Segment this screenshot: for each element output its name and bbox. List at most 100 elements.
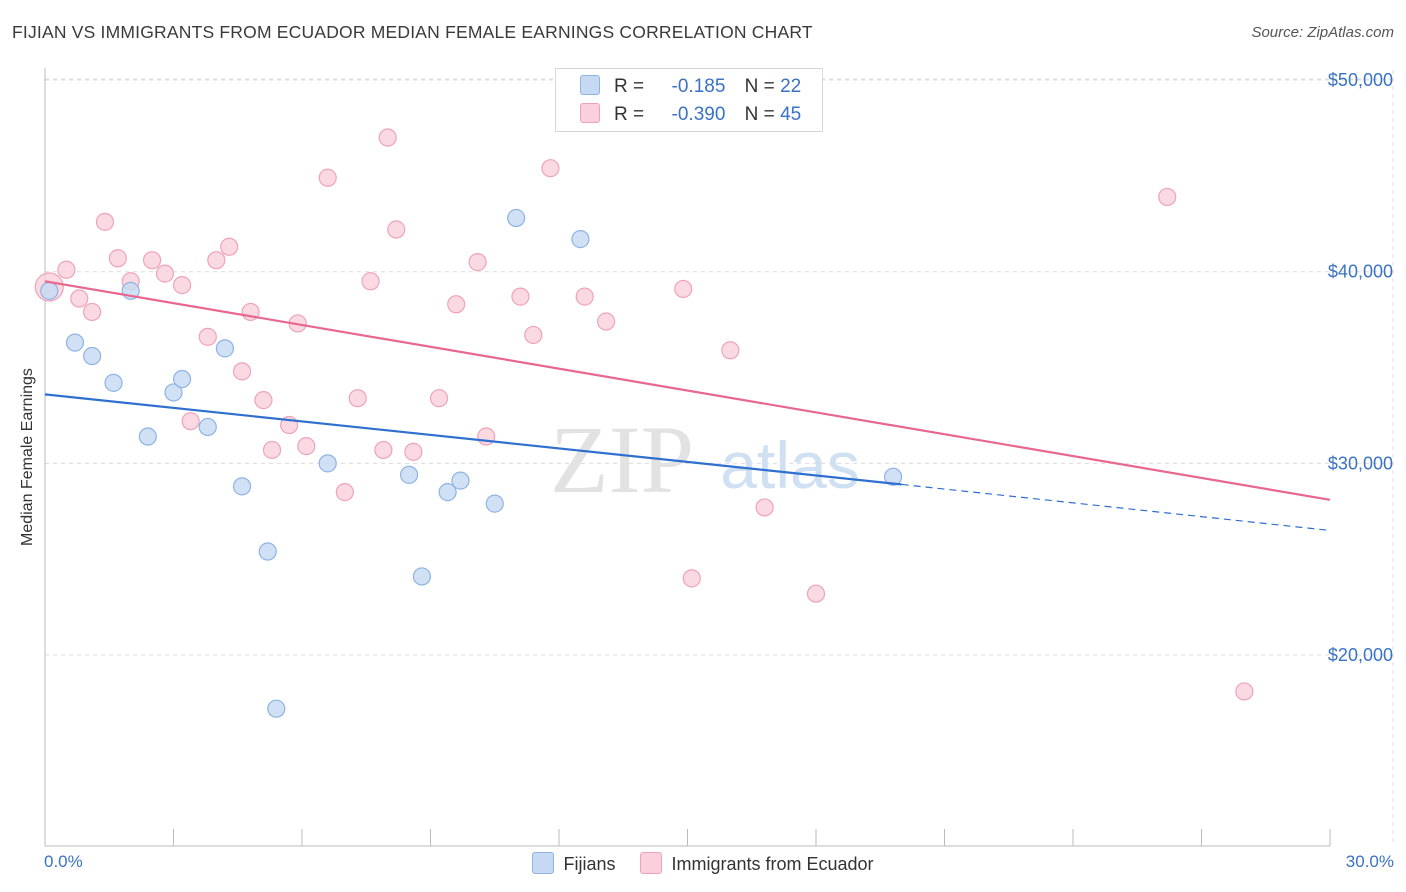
watermark-atlas: atlas — [720, 428, 859, 502]
fijian-point — [485, 494, 504, 513]
ecuador-r-label: R = — [614, 104, 645, 125]
fijians-trend-line — [44, 393, 902, 486]
grid-layer — [45, 70, 1394, 845]
ecuador-point — [404, 442, 423, 461]
fijians-n-label: N = — [744, 76, 775, 97]
ecuador-point — [254, 391, 273, 410]
fijian-point — [164, 383, 183, 402]
ecuador-point — [83, 302, 102, 322]
ecuador-point — [575, 287, 594, 306]
ecuador-point — [142, 251, 162, 270]
ecuador-point — [524, 325, 543, 345]
fijian-point — [138, 427, 157, 446]
ecuador-n-value: 45 — [780, 104, 802, 125]
x-tick-max: 30.0% — [1345, 852, 1394, 871]
legend-fijians-swatch — [532, 852, 555, 874]
fijian-point — [883, 467, 903, 486]
ecuador-point — [335, 483, 354, 502]
ecuador-trend-line — [44, 280, 1331, 501]
legend-ecuador-swatch — [640, 852, 663, 874]
ecuador-point — [447, 295, 466, 314]
fijians-n-value: 22 — [780, 76, 802, 97]
legend-row-ecuador: R = -0.390 N = 45 — [580, 103, 801, 126]
ecuador-point — [262, 440, 282, 460]
x-tick-min: 0.0% — [44, 852, 83, 871]
ecuador-point — [378, 128, 397, 147]
fijians-trend-extension — [901, 483, 1331, 532]
fijian-point — [198, 417, 217, 437]
ecuador-point — [682, 569, 701, 588]
ecuador-point — [806, 584, 826, 603]
y-tick-labels: $20,000 $30,000 $40,000 $50,000 — [1328, 70, 1393, 665]
ecuador-point — [468, 253, 487, 272]
fijian-points — [40, 208, 903, 718]
ecuador-point — [361, 272, 380, 291]
correlation-legend: R = -0.185 N = 22 R = -0.390 N = 45 — [555, 68, 823, 132]
series-legend: Fijians Immigrants from Ecuador — [0, 852, 1406, 875]
ecuador-point — [95, 212, 115, 231]
fijian-point — [258, 542, 277, 561]
watermark: ZIP atlas — [550, 406, 860, 513]
fijian-point — [318, 454, 337, 473]
ecuador-point — [597, 312, 616, 331]
fijian-point — [451, 471, 470, 490]
ecuador-point — [429, 389, 449, 408]
ecuador-point — [374, 440, 393, 460]
ecuador-point — [207, 251, 226, 270]
ecuador-point — [232, 362, 252, 381]
fijian-point — [571, 230, 590, 249]
fijian-point — [83, 346, 102, 366]
chart-title: FIJIAN VS IMMIGRANTS FROM ECUADOR MEDIAN… — [12, 22, 813, 42]
y-tick-label: $50,000 — [1328, 70, 1393, 90]
ecuador-point — [220, 237, 239, 256]
source-credit: Source: ZipAtlas.com — [1251, 24, 1394, 41]
fijian-point — [232, 477, 252, 496]
legend-ecuador-label: Immigrants from Ecuador — [671, 854, 874, 874]
fijian-point — [438, 483, 457, 502]
ecuador-point — [348, 389, 367, 408]
fijians-r-value: -0.185 — [671, 76, 726, 97]
ecuador-point — [387, 220, 406, 239]
fijian-point — [412, 567, 432, 586]
fijian-point — [172, 369, 192, 389]
axis-layer — [44, 68, 1331, 847]
ecuador-point — [755, 498, 774, 517]
ecuador-point — [1235, 682, 1254, 701]
ecuador-swatch — [580, 103, 600, 123]
ecuador-point — [318, 168, 337, 187]
ecuador-point — [57, 260, 76, 279]
legend-row-fijians: R = -0.185 N = 22 — [580, 75, 801, 98]
ecuador-point — [511, 287, 530, 306]
ecuador-n-label: N = — [744, 104, 775, 125]
ecuador-point — [172, 276, 192, 295]
ecuador-point — [181, 412, 200, 431]
ecuador-point — [1158, 187, 1177, 207]
legend-item-fijians: Fijians — [532, 852, 615, 875]
fijian-point — [65, 333, 85, 352]
fijian-point — [267, 699, 286, 718]
ecuador-point — [198, 327, 217, 346]
ecuador-point — [155, 264, 175, 283]
ecuador-point — [108, 249, 127, 268]
ecuador-point — [541, 159, 560, 178]
fijian-point — [215, 339, 234, 358]
ecuador-point — [674, 279, 693, 299]
fijian-point — [40, 281, 59, 300]
fijian-point — [399, 465, 419, 484]
ecuador-points — [34, 128, 1254, 701]
ecuador-point — [721, 341, 740, 360]
fijian-point — [507, 208, 526, 228]
ecuador-r-value: -0.390 — [671, 104, 726, 125]
fijian-point — [104, 373, 123, 392]
trend-lines — [44, 280, 1331, 532]
ecuador-point — [297, 437, 316, 456]
legend-item-ecuador: Immigrants from Ecuador — [640, 852, 874, 875]
y-tick-label: $30,000 — [1328, 453, 1393, 473]
fijians-swatch — [580, 75, 600, 95]
y-tick-label: $20,000 — [1328, 645, 1393, 665]
legend-fijians-label: Fijians — [563, 854, 616, 874]
y-tick-label: $40,000 — [1328, 262, 1393, 282]
ecuador-point — [70, 289, 89, 308]
fijians-r-label: R = — [614, 76, 645, 97]
